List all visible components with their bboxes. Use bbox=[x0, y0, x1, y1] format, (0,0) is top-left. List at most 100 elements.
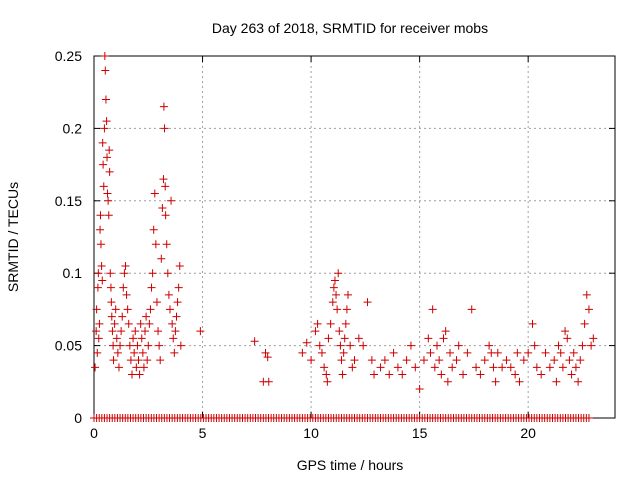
data-point bbox=[311, 327, 320, 336]
data-point bbox=[106, 283, 115, 292]
data-point bbox=[315, 341, 324, 350]
data-point bbox=[138, 348, 147, 357]
data-point bbox=[326, 319, 335, 328]
data-point bbox=[123, 305, 132, 314]
y-tick-label: 0.1 bbox=[63, 265, 83, 281]
data-point bbox=[328, 298, 337, 307]
data-point bbox=[333, 305, 342, 314]
data-point bbox=[264, 377, 273, 386]
data-point bbox=[519, 356, 528, 365]
data-point bbox=[571, 363, 580, 372]
data-point bbox=[446, 348, 455, 357]
data-point bbox=[160, 124, 169, 133]
data-point bbox=[459, 370, 468, 379]
data-point bbox=[147, 283, 156, 292]
data-point bbox=[584, 305, 593, 314]
data-point bbox=[393, 363, 402, 372]
y-tick-label: 0.15 bbox=[55, 193, 82, 209]
data-point bbox=[515, 377, 524, 386]
data-point bbox=[467, 305, 476, 314]
data-point bbox=[307, 356, 316, 365]
data-point bbox=[118, 312, 127, 321]
data-point bbox=[336, 341, 345, 350]
data-point bbox=[528, 319, 537, 328]
data-point bbox=[109, 341, 118, 350]
data-point bbox=[107, 298, 116, 307]
data-point bbox=[524, 348, 533, 357]
data-point bbox=[493, 348, 502, 357]
data-point bbox=[320, 363, 329, 372]
data-point bbox=[111, 305, 120, 314]
data-point bbox=[102, 117, 111, 126]
data-point bbox=[143, 356, 152, 365]
data-point bbox=[101, 66, 110, 75]
data-point bbox=[346, 341, 355, 350]
data-point bbox=[419, 356, 428, 365]
data-point bbox=[415, 385, 424, 394]
data-point bbox=[151, 240, 160, 249]
data-point bbox=[261, 348, 270, 357]
data-point bbox=[343, 290, 352, 299]
data-point bbox=[502, 356, 511, 365]
data-point bbox=[130, 348, 139, 357]
data-point bbox=[158, 204, 167, 213]
data-point bbox=[119, 283, 128, 292]
data-point bbox=[145, 319, 154, 328]
data-point bbox=[558, 363, 567, 372]
data-point bbox=[176, 341, 185, 350]
data-point bbox=[432, 341, 441, 350]
x-axis-title: GPS time / hours bbox=[297, 457, 404, 473]
data-point bbox=[127, 370, 136, 379]
data-point bbox=[107, 312, 116, 321]
data-point bbox=[149, 225, 158, 234]
data-point bbox=[132, 363, 141, 372]
data-point bbox=[152, 298, 161, 307]
data-point bbox=[117, 327, 126, 336]
data-point bbox=[354, 334, 363, 343]
data-point bbox=[139, 363, 148, 372]
data-point bbox=[463, 348, 472, 357]
chart-title: Day 263 of 2018, SRMTID for receiver mob… bbox=[212, 20, 488, 36]
data-point bbox=[129, 334, 138, 343]
data-point bbox=[385, 370, 394, 379]
data-point bbox=[106, 269, 115, 278]
y-tick-labels: 0 0.05 0.1 0.15 0.2 0.25 bbox=[55, 48, 82, 426]
data-point bbox=[565, 356, 574, 365]
data-point bbox=[133, 341, 142, 350]
data-point bbox=[137, 334, 146, 343]
y-tick-label: 0 bbox=[74, 410, 82, 426]
data-point bbox=[148, 269, 157, 278]
data-point bbox=[92, 327, 101, 336]
data-point bbox=[99, 182, 108, 191]
data-point bbox=[170, 348, 179, 357]
data-point bbox=[424, 334, 433, 343]
data-point bbox=[162, 240, 171, 249]
data-point bbox=[103, 189, 112, 198]
data-point bbox=[141, 327, 150, 336]
data-point bbox=[541, 348, 550, 357]
data-point bbox=[112, 334, 121, 343]
x-tick-label: 5 bbox=[199, 425, 207, 441]
data-point bbox=[341, 319, 350, 328]
data-point bbox=[173, 298, 182, 307]
data-point bbox=[101, 95, 110, 104]
data-point bbox=[580, 319, 589, 328]
data-point bbox=[329, 283, 338, 292]
data-point bbox=[437, 370, 446, 379]
data-point bbox=[472, 363, 481, 372]
x-tick-labels: 0 5 10 15 20 bbox=[90, 425, 536, 441]
data-point bbox=[324, 334, 333, 343]
y-tick-label: 0.25 bbox=[55, 48, 82, 64]
data-point bbox=[113, 348, 122, 357]
data-point bbox=[441, 327, 450, 336]
data-point bbox=[104, 196, 113, 205]
data-point bbox=[498, 363, 507, 372]
data-point bbox=[96, 240, 105, 249]
data-point bbox=[334, 269, 343, 278]
data-point bbox=[114, 363, 123, 372]
data-point bbox=[93, 283, 102, 292]
data-point bbox=[103, 153, 112, 162]
data-point bbox=[402, 356, 411, 365]
data-point bbox=[92, 305, 101, 314]
